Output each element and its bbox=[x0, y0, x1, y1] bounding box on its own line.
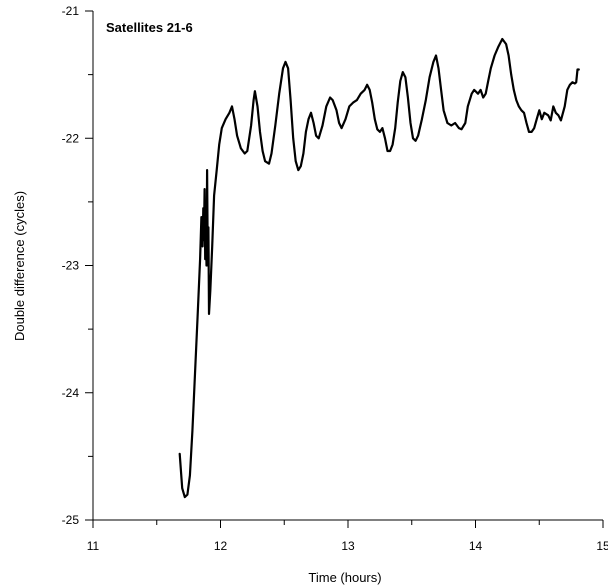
y-tick-label: -22 bbox=[62, 131, 80, 145]
y-axis-title: Double difference (cycles) bbox=[12, 191, 27, 341]
ticks bbox=[85, 10, 604, 528]
x-tick-label: 15 bbox=[596, 539, 608, 553]
x-tick-label: 13 bbox=[341, 539, 355, 553]
series-line bbox=[178, 37, 580, 499]
axes bbox=[92, 11, 603, 521]
chart-annotation: Satellites 21-6 bbox=[106, 20, 193, 35]
x-tick-label: 11 bbox=[87, 539, 100, 553]
y-tick-label: -24 bbox=[62, 386, 80, 400]
x-tick-label: 14 bbox=[469, 539, 483, 553]
y-tick-label: -23 bbox=[62, 259, 80, 273]
series-layer bbox=[178, 37, 580, 499]
y-tick-label: -21 bbox=[62, 4, 80, 18]
y-tick-label: -25 bbox=[62, 513, 80, 527]
x-axis-title: Time (hours) bbox=[308, 570, 381, 585]
x-tick-label: 12 bbox=[214, 539, 228, 553]
tick-labels: 11 12 13 14 15 -25 -24 -23 -22 -21 bbox=[62, 4, 608, 553]
